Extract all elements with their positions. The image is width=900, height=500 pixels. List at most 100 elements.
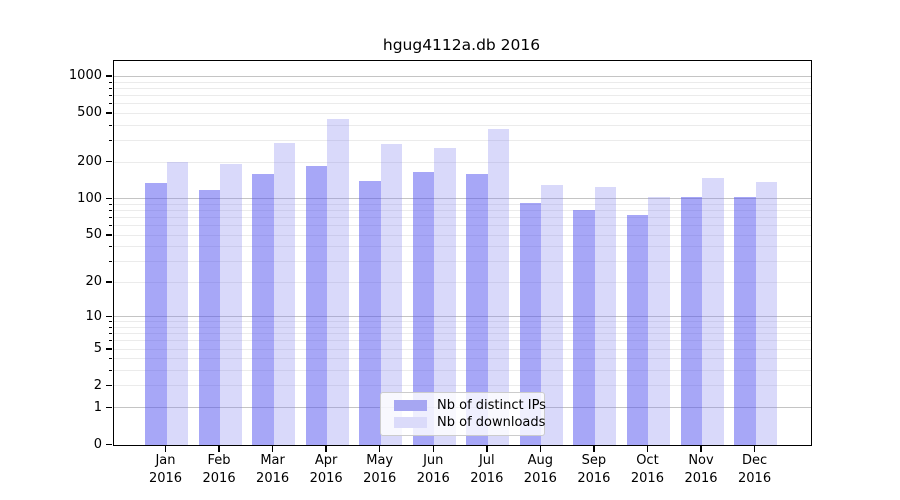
legend-swatch-distinct-ips (394, 400, 427, 411)
x-tick-label-nov: Nov 2016 (684, 453, 718, 486)
y-tick-label: 1000 (68, 68, 102, 84)
y-minor-tick-mark (108, 87, 112, 89)
y-minor-tick-mark (108, 348, 112, 350)
x-tick-label-oct: Oct 2016 (630, 453, 664, 486)
legend: Nb of distinct IPs Nb of downloads (380, 392, 546, 436)
bar-distinct-ips-aug (519, 202, 542, 445)
minor-gridline (114, 261, 811, 263)
bar-distinct-ips-jan (145, 182, 167, 445)
y-minor-tick-mark (108, 225, 112, 226)
bar-downloads-dec (755, 181, 778, 445)
x-tick-mark (486, 446, 488, 452)
y-minor-tick-mark (108, 209, 112, 211)
minor-gridline (114, 281, 811, 283)
minor-gridline (114, 81, 811, 83)
minor-gridline (114, 87, 811, 89)
minor-gridline (114, 358, 811, 360)
bar-downloads-may (380, 144, 403, 445)
bar-downloads-jan (166, 161, 188, 445)
y-tick-label: 500 (77, 105, 102, 121)
legend-item-distinct-ips: Nb of distinct IPs (381, 398, 546, 413)
minor-gridline (114, 124, 811, 126)
minor-gridline (114, 234, 811, 236)
y-minor-tick-mark (108, 139, 112, 141)
y-tick-mark (106, 197, 112, 200)
x-tick-mark (432, 446, 434, 452)
x-tick-mark (593, 446, 595, 452)
minor-gridline (114, 216, 811, 218)
x-tick-mark (271, 446, 274, 452)
bar-distinct-ips-jun (412, 172, 435, 445)
legend-item-downloads: Nb of downloads (381, 415, 546, 430)
major-gridline (114, 316, 811, 318)
y-minor-tick-mark (108, 161, 112, 163)
bar-distinct-ips-oct (626, 215, 649, 445)
y-tick-mark (106, 315, 112, 318)
bar-distinct-ips-dec (734, 196, 756, 445)
legend-swatch-downloads (394, 417, 427, 428)
y-minor-tick-mark (108, 321, 112, 323)
x-tick-label-mar: Mar 2016 (256, 453, 290, 486)
bar-distinct-ips-may (359, 180, 381, 445)
y-tick-label: 20 (85, 274, 102, 290)
minor-gridline (114, 94, 811, 96)
major-gridline (114, 75, 811, 77)
minor-gridline (114, 225, 811, 227)
x-tick-mark (539, 446, 542, 452)
minor-gridline (114, 348, 811, 350)
bar-distinct-ips-feb (198, 189, 221, 445)
minor-gridline (114, 112, 811, 114)
y-tick-label: 5 (93, 341, 102, 357)
minor-gridline (114, 209, 811, 211)
y-tick-label: 10 (85, 308, 102, 324)
bar-downloads-sep (594, 186, 617, 445)
bar-downloads-aug (541, 184, 563, 445)
x-tick-mark (325, 446, 327, 452)
x-tick-label-may: May 2016 (363, 453, 397, 486)
bar-distinct-ips-jul (466, 174, 488, 445)
y-minor-tick-mark (108, 333, 112, 335)
y-tick-label: 1 (93, 399, 102, 415)
y-tick-mark (106, 406, 112, 409)
chart-title: hgug4112a.db 2016 (382, 36, 541, 54)
y-tick-label: 100 (77, 190, 102, 206)
bar-downloads-mar (273, 142, 296, 445)
bar-downloads-jun (434, 147, 456, 445)
x-tick-mark (700, 446, 702, 452)
minor-gridline (114, 103, 811, 105)
y-minor-tick-mark (108, 112, 112, 114)
y-tick-label: 200 (77, 153, 102, 169)
bar-downloads-oct (648, 196, 670, 445)
x-tick-mark (164, 446, 167, 452)
y-tick-mark (106, 75, 112, 77)
x-tick-label-dec: Dec 2016 (738, 453, 772, 486)
major-gridline (114, 198, 811, 200)
y-tick-label: 2 (93, 377, 102, 393)
legend-label-distinct-ips: Nb of distinct IPs (437, 398, 546, 413)
y-minor-tick-mark (108, 103, 112, 105)
minor-gridline (114, 161, 811, 163)
minor-gridline (114, 246, 811, 248)
minor-gridline (114, 333, 811, 335)
y-minor-tick-mark (108, 124, 112, 126)
y-minor-tick-mark (108, 326, 112, 328)
x-tick-label-jan: Jan 2016 (148, 453, 183, 486)
y-minor-tick-mark (108, 246, 112, 248)
bar-downloads-jul (487, 129, 510, 445)
y-minor-tick-mark (108, 358, 112, 360)
y-minor-tick-mark (108, 234, 112, 236)
y-tick-mark (106, 443, 112, 445)
bar-distinct-ips-nov (680, 197, 702, 445)
minor-gridline (114, 370, 811, 372)
bar-distinct-ips-sep (573, 209, 595, 445)
bar-distinct-ips-mar (252, 173, 274, 445)
y-minor-tick-mark (108, 385, 112, 387)
y-minor-tick-mark (108, 203, 112, 205)
x-tick-label-apr: Apr 2016 (309, 453, 343, 486)
minor-gridline (114, 321, 811, 323)
y-minor-tick-mark (108, 81, 112, 83)
x-tick-mark (646, 446, 649, 452)
bar-downloads-apr (327, 119, 349, 445)
legend-label-downloads: Nb of downloads (437, 415, 546, 430)
